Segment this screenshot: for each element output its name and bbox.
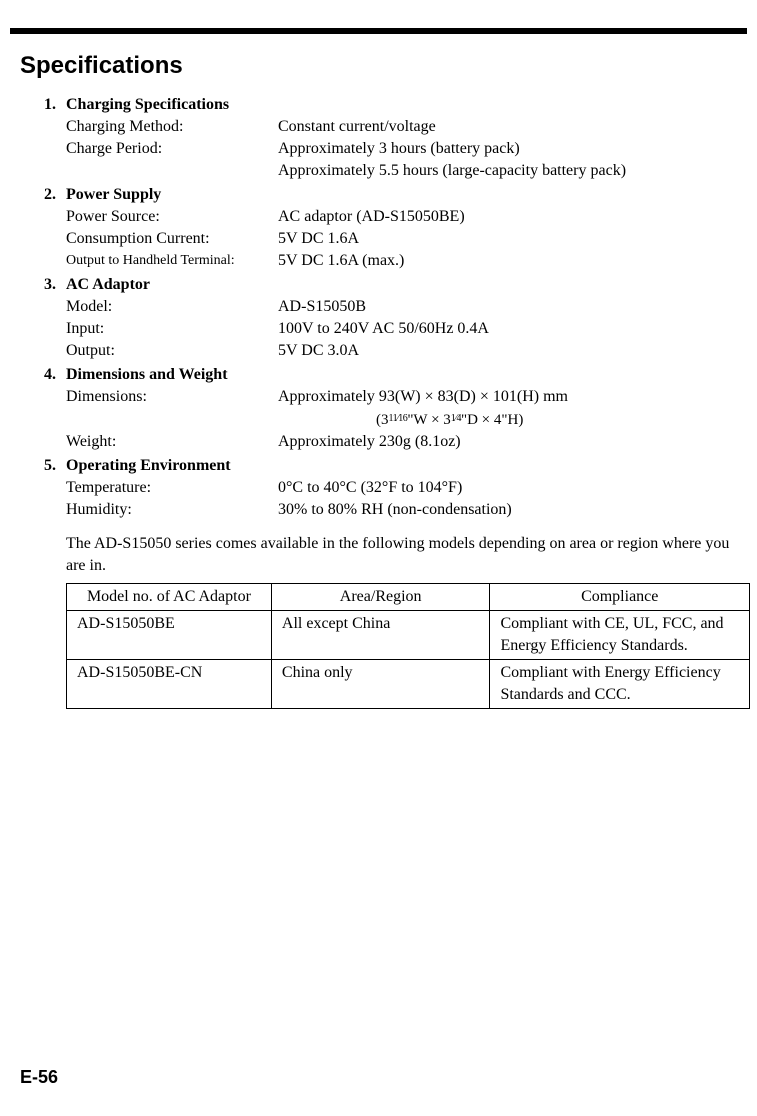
section-number: 3. [44,274,66,296]
spec-value: AC adaptor (AD-S15050BE) [278,206,737,228]
spec-value: 5V DC 3.0A [278,340,737,362]
spec-row: Model: AD-S15050B [66,296,737,318]
spec-value: AD-S15050B [278,296,737,318]
spec-value: 0°C to 40°C (32°F to 104°F) [278,477,737,499]
table-cell: AD-S15050BE-CN [67,660,272,709]
table-cell: Compliant with Energy Efficiency Standar… [490,660,750,709]
spec-row: Power Source: AC adaptor (AD-S15050BE) [66,206,737,228]
spec-label: Output: [66,340,278,362]
section-number: 1. [44,94,66,116]
table-header: Model no. of AC Adaptor [67,584,272,611]
section-heading: 2. Power Supply [44,184,737,206]
spec-row: Output to Handheld Terminal: 5V DC 1.6A … [66,250,737,272]
spec-value: Approximately 230g (8.1oz) [278,431,737,453]
spec-row: Humidity: 30% to 80% RH (non-condensatio… [66,499,737,521]
imperial-part: "W × 3 [407,412,450,428]
header-rule [10,28,747,34]
table-header-row: Model no. of AC Adaptor Area/Region Comp… [67,584,750,611]
spec-label: Charge Period: [66,138,278,160]
table-cell: Compliant with CE, UL, FCC, and Energy E… [490,611,750,660]
page-title: Specifications [20,52,737,80]
spec-row: Weight: Approximately 230g (8.1oz) [66,431,737,453]
spec-label: Consumption Current: [66,228,278,250]
spec-row: Charge Period: Approximately 3 hours (ba… [66,138,737,160]
spec-label: Dimensions: [66,386,278,408]
spec-value: 5V DC 1.6A [278,228,737,250]
table-cell: AD-S15050BE [67,611,272,660]
section-heading: 5. Operating Environment [44,455,737,477]
section-title: Power Supply [66,184,161,206]
spec-value-imperial: (311⁄16"W × 31⁄4"D × 4"H) [376,408,737,431]
section-power-supply: 2. Power Supply Power Source: AC adaptor… [44,184,737,272]
spec-label: Humidity: [66,499,278,521]
spec-value: 5V DC 1.6A (max.) [278,250,737,272]
spec-row-imperial: (311⁄16"W × 31⁄4"D × 4"H) [66,408,737,431]
spec-label: Input: [66,318,278,340]
page-number: E-56 [20,1067,58,1088]
section-title: Dimensions and Weight [66,364,228,386]
section-number: 5. [44,455,66,477]
table-header: Area/Region [271,584,490,611]
table-header: Compliance [490,584,750,611]
spec-value: Approximately 5.5 hours (large-capacity … [278,160,737,182]
content-area: Specifications 1. Charging Specification… [20,52,737,709]
spec-row: Dimensions: Approximately 93(W) × 83(D) … [66,386,737,408]
table-row: AD-S15050BE All except China Compliant w… [67,611,750,660]
fraction: 11⁄16 [389,413,408,424]
spec-row: Approximately 5.5 hours (large-capacity … [66,160,737,182]
spec-label: Temperature: [66,477,278,499]
spec-value: Constant current/voltage [278,116,737,138]
spec-row: Temperature: 0°C to 40°C (32°F to 104°F) [66,477,737,499]
spec-row: Charging Method: Constant current/voltag… [66,116,737,138]
page: Specifications 1. Charging Specification… [0,0,757,1116]
section-ac-adaptor: 3. AC Adaptor Model: AD-S15050B Input: 1… [44,274,737,362]
section-number: 2. [44,184,66,206]
spec-row: Consumption Current: 5V DC 1.6A [66,228,737,250]
spec-label: Power Source: [66,206,278,228]
table-cell: China only [271,660,490,709]
spec-label: Model: [66,296,278,318]
spec-list: 1. Charging Specifications Charging Meth… [44,94,737,709]
availability-note: The AD-S15050 series comes available in … [66,533,737,577]
spec-label: Output to Handheld Terminal: [66,250,278,272]
section-environment: 5. Operating Environment Temperature: 0°… [44,455,737,521]
section-heading: 1. Charging Specifications [44,94,737,116]
table-row: AD-S15050BE-CN China only Compliant with… [67,660,750,709]
spec-value: 100V to 240V AC 50/60Hz 0.4A [278,318,737,340]
fraction: 1⁄4 [451,413,461,424]
adaptor-table: Model no. of AC Adaptor Area/Region Comp… [66,583,750,709]
section-heading: 3. AC Adaptor [44,274,737,296]
section-dimensions: 4. Dimensions and Weight Dimensions: App… [44,364,737,453]
section-heading: 4. Dimensions and Weight [44,364,737,386]
imperial-part: (3 [376,412,389,428]
section-title: Charging Specifications [66,94,229,116]
section-title: Operating Environment [66,455,231,477]
spec-value: Approximately 93(W) × 83(D) × 101(H) mm [278,386,737,408]
section-title: AC Adaptor [66,274,150,296]
spec-row: Output: 5V DC 3.0A [66,340,737,362]
spec-label: Charging Method: [66,116,278,138]
spec-value: Approximately 3 hours (battery pack) [278,138,737,160]
spec-label: Weight: [66,431,278,453]
section-charging: 1. Charging Specifications Charging Meth… [44,94,737,182]
spec-value: 30% to 80% RH (non-condensation) [278,499,737,521]
section-number: 4. [44,364,66,386]
spec-row: Input: 100V to 240V AC 50/60Hz 0.4A [66,318,737,340]
spec-label-empty [66,408,278,431]
imperial-part: "D × 4"H) [461,412,523,428]
spec-label [66,160,278,182]
table-cell: All except China [271,611,490,660]
